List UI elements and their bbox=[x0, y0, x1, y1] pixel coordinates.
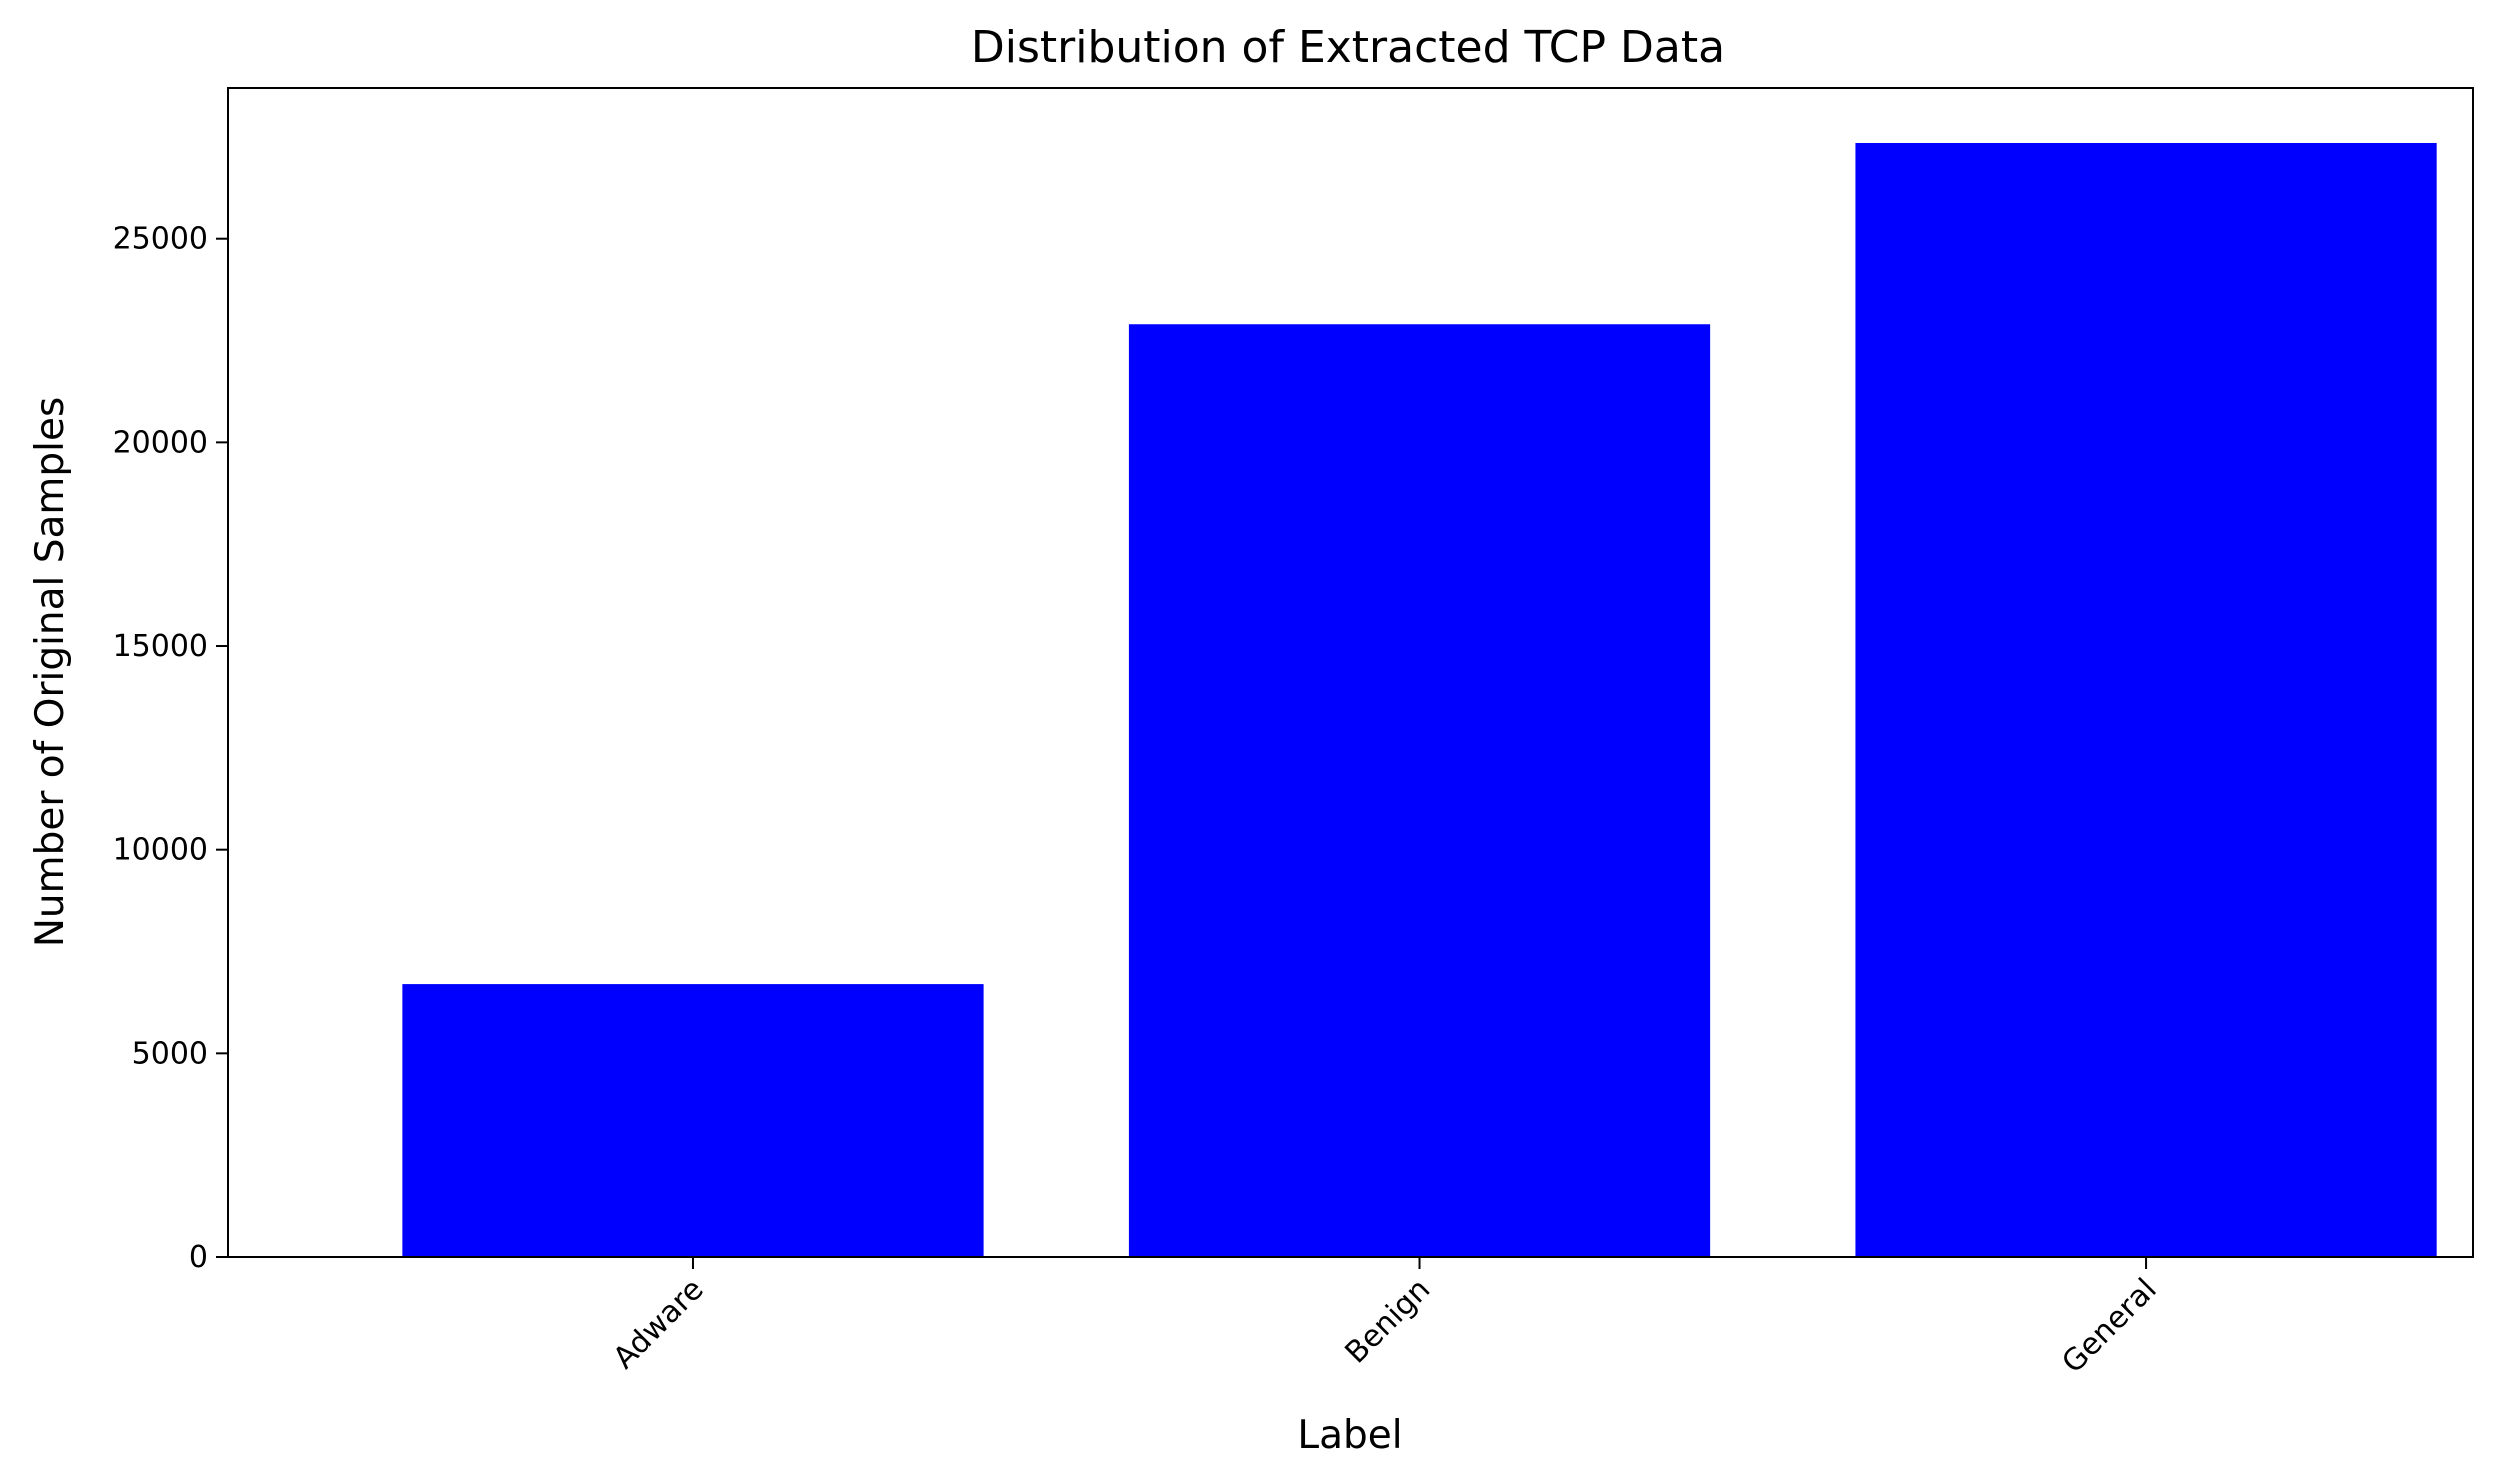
chart-title: Distribution of Extracted TCP Data bbox=[971, 22, 1725, 73]
y-tick-label: 20000 bbox=[113, 425, 208, 460]
bar-benign bbox=[1128, 324, 1711, 1257]
x-tick-label-benign: Benign bbox=[1339, 1272, 1438, 1371]
y-tick-label: 25000 bbox=[113, 222, 208, 257]
bars bbox=[402, 142, 2437, 1258]
x-tick-label-adware: Adware bbox=[607, 1272, 711, 1376]
y-axis-label: Number of Original Samples bbox=[28, 397, 73, 948]
x-axis-ticks: Adware Benign General bbox=[607, 1257, 2164, 1380]
y-tick-label: 10000 bbox=[113, 833, 208, 868]
plot-frame bbox=[227, 87, 2474, 1258]
y-tick-label: 5000 bbox=[132, 1036, 208, 1071]
y-tick-label: 15000 bbox=[113, 629, 208, 664]
x-tick-label-general: General bbox=[2055, 1272, 2163, 1380]
bar-adware bbox=[402, 984, 984, 1257]
x-axis-label: Label bbox=[1297, 1413, 1402, 1458]
y-tick-label: 0 bbox=[189, 1240, 208, 1275]
y-axis-ticks: 0 5000 10000 15000 20000 25000 bbox=[113, 222, 228, 1275]
bar-general bbox=[1855, 142, 2437, 1258]
